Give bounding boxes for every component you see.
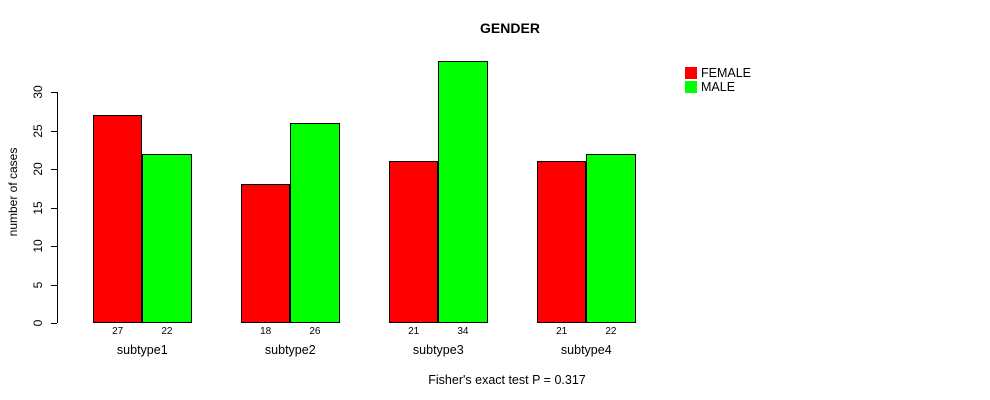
bar-female-subtype1	[93, 115, 143, 323]
y-tick-label: 25	[31, 123, 45, 138]
bar-value-label: 21	[408, 326, 420, 337]
bar-value-label: 34	[457, 326, 469, 337]
y-tick-label: 10	[31, 239, 45, 253]
category-label-subtype1: subtype1	[116, 343, 168, 357]
bar-value-label: 21	[556, 326, 568, 337]
legend-swatch-female	[685, 67, 697, 79]
y-tick-label: 30	[31, 85, 45, 99]
y-tick	[51, 323, 57, 324]
legend-label: FEMALE	[701, 66, 752, 80]
y-tick	[51, 207, 57, 209]
y-tick-label: 15	[31, 200, 45, 215]
y-tick-label: 5	[31, 281, 45, 288]
footnote-fisher-test: Fisher's exact test P = 0.317	[428, 373, 586, 387]
bar-male-subtype1	[142, 153, 192, 323]
y-axis-label: number of cases	[6, 147, 20, 237]
bar-value-label: 22	[161, 326, 173, 337]
y-tick	[51, 130, 57, 132]
legend-item-male: MALE	[685, 80, 751, 94]
y-axis-line	[57, 92, 58, 323]
bar-value-label: 27	[112, 326, 124, 337]
bar-male-subtype2	[290, 122, 340, 323]
y-tick-label: 0	[31, 319, 45, 327]
legend-swatch-male	[685, 81, 697, 93]
y-tick	[51, 92, 57, 93]
bar-female-subtype3	[389, 161, 439, 323]
category-label-subtype3: subtype3	[412, 343, 464, 357]
y-tick-label: 20	[31, 162, 45, 176]
bar-value-label: 26	[309, 326, 321, 337]
bar-female-subtype4	[537, 161, 587, 323]
category-label-subtype2: subtype2	[264, 343, 316, 357]
bar-male-subtype3	[438, 61, 488, 323]
bar-value-label: 18	[260, 326, 272, 337]
y-tick	[51, 169, 57, 170]
legend-item-female: FEMALE	[685, 66, 751, 80]
y-tick	[51, 246, 57, 247]
bar-value-label: 22	[605, 326, 617, 337]
legend-label: MALE	[701, 80, 736, 94]
category-label-subtype4: subtype4	[560, 343, 612, 357]
chart-title: GENDER	[480, 20, 540, 36]
bar-female-subtype2	[241, 184, 291, 323]
y-tick	[51, 284, 57, 286]
legend: FEMALE MALE	[685, 66, 751, 94]
bar-male-subtype4	[586, 153, 636, 323]
